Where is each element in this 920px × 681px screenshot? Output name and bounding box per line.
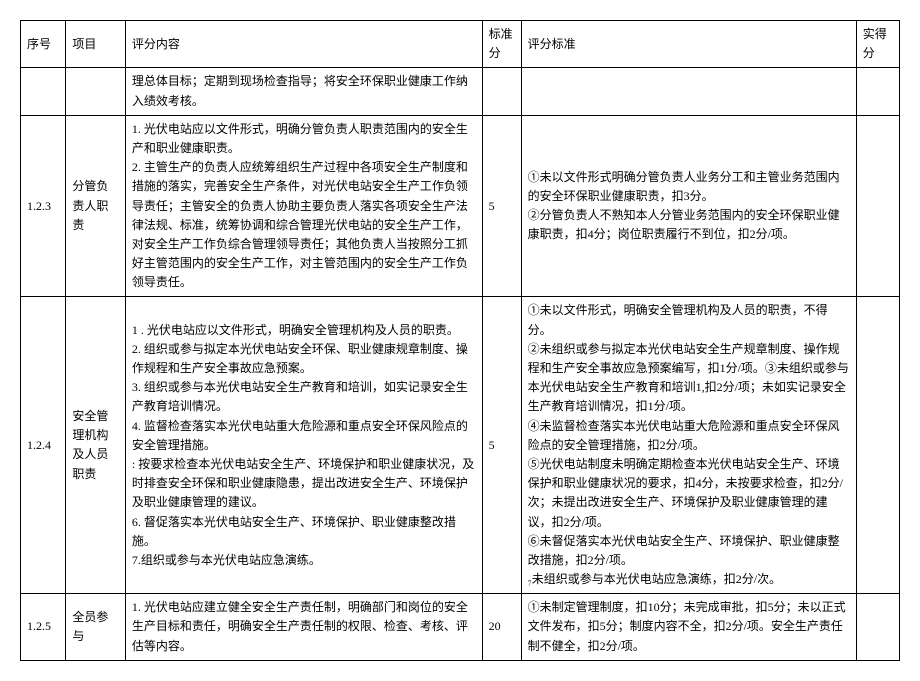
cell-criteria: ①未以文件形式明确分管负责人业务分工和主管业务范围内的安全环保职业健康职责，扣3… — [521, 115, 856, 297]
cell-content: 理总体目标；定期到现场检查指导；将安全环保职业健康工作纳入绩效考核。 — [125, 68, 482, 115]
header-num: 序号 — [21, 21, 66, 68]
cell-item: 分管负责人职责 — [66, 115, 125, 297]
cell-num: 1.2.3 — [21, 115, 66, 297]
cell-num: 1.2.4 — [21, 297, 66, 594]
cell-criteria: ①未以文件形式，明确安全管理机构及人员的职责，不得分。 ②未组织或参与拟定本光伏… — [521, 297, 856, 594]
cell-criteria — [521, 68, 856, 115]
table-header-row: 序号 项目 评分内容 标准分 评分标准 实得分 — [21, 21, 900, 68]
cell-num — [21, 68, 66, 115]
cell-std: 20 — [482, 594, 521, 661]
cell-content: 1 . 光伏电站应以文件形式，明确安全管理机构及人员的职责。 2. 组织或参与拟… — [125, 297, 482, 594]
cell-score — [856, 115, 899, 297]
cell-content: 1. 光伏电站应建立健全安全生产责任制，明确部门和岗位的安全生产目标和责任，明确… — [125, 594, 482, 661]
cell-score — [856, 297, 899, 594]
scoring-table: 序号 项目 评分内容 标准分 评分标准 实得分 理总体目标；定期到现场检查指导；… — [20, 20, 900, 661]
table-row: 1.2.5 全员参与 1. 光伏电站应建立健全安全生产责任制，明确部门和岗位的安… — [21, 594, 900, 661]
cell-score — [856, 594, 899, 661]
cell-std — [482, 68, 521, 115]
cell-num: 1.2.5 — [21, 594, 66, 661]
cell-score — [856, 68, 899, 115]
header-item: 项目 — [66, 21, 125, 68]
cell-item: 安全管理机构及人员职责 — [66, 297, 125, 594]
cell-item: 全员参与 — [66, 594, 125, 661]
header-content: 评分内容 — [125, 21, 482, 68]
header-criteria: 评分标准 — [521, 21, 856, 68]
header-std: 标准分 — [482, 21, 521, 68]
header-score: 实得分 — [856, 21, 899, 68]
table-row: 1.2.3 分管负责人职责 1. 光伏电站应以文件形式，明确分管负责人职责范围内… — [21, 115, 900, 297]
cell-item — [66, 68, 125, 115]
cell-std: 5 — [482, 115, 521, 297]
cell-criteria: ①未制定管理制度，扣10分；未完成审批，扣5分；未以正式文件发布，扣5分；制度内… — [521, 594, 856, 661]
cell-std: 5 — [482, 297, 521, 594]
cell-content: 1. 光伏电站应以文件形式，明确分管负责人职责范围内的安全生产和职业健康职责。 … — [125, 115, 482, 297]
table-row: 1.2.4 安全管理机构及人员职责 1 . 光伏电站应以文件形式，明确安全管理机… — [21, 297, 900, 594]
table-row: 理总体目标；定期到现场检查指导；将安全环保职业健康工作纳入绩效考核。 — [21, 68, 900, 115]
